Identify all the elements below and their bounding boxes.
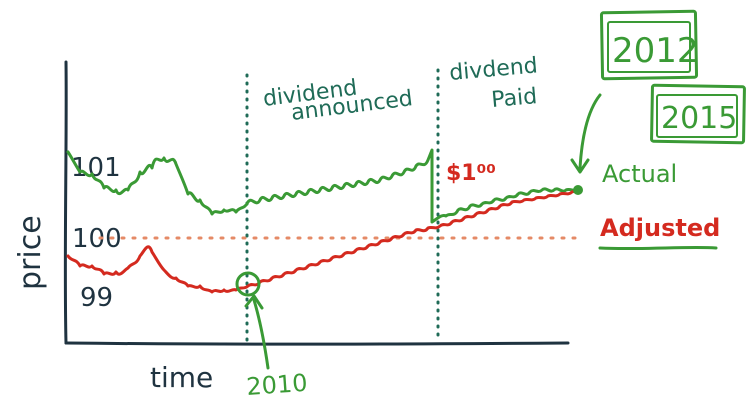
tick-100: 100 <box>72 224 122 254</box>
arrow-to-2010 <box>252 298 270 370</box>
y-axis <box>63 60 68 345</box>
paid-label-line2: Paid <box>490 84 538 113</box>
series-actual <box>66 148 580 224</box>
marker-2010-circle <box>235 271 261 297</box>
dividend-amount: $1⁰⁰ <box>446 161 496 186</box>
paid-label-line1: divdend <box>448 53 538 86</box>
y-axis-label: price <box>13 215 48 290</box>
legend-adjusted-underline <box>598 245 718 251</box>
arrow-2015-to-end <box>578 93 602 170</box>
year-2012-box-inner <box>607 21 691 73</box>
legend-adjusted: Adjusted <box>600 214 720 242</box>
x-axis-label: time <box>150 361 213 394</box>
year-2012-box <box>599 9 699 81</box>
year-2015-label: 2015 <box>661 101 737 136</box>
series-endpoint-dot <box>573 185 583 195</box>
series-adjusted <box>66 188 580 294</box>
year-2015-box <box>650 83 746 145</box>
legend-actual: Actual <box>602 160 677 188</box>
arrow-to-2010-head <box>244 294 264 310</box>
year-2010-label: 2010 <box>245 369 308 401</box>
tick-99: 99 <box>80 283 113 313</box>
year-2012-label: 2012 <box>612 31 699 71</box>
x-axis <box>64 341 570 346</box>
year-2015-box-inner <box>656 94 738 138</box>
arrow-2015-to-end-head <box>570 158 590 174</box>
